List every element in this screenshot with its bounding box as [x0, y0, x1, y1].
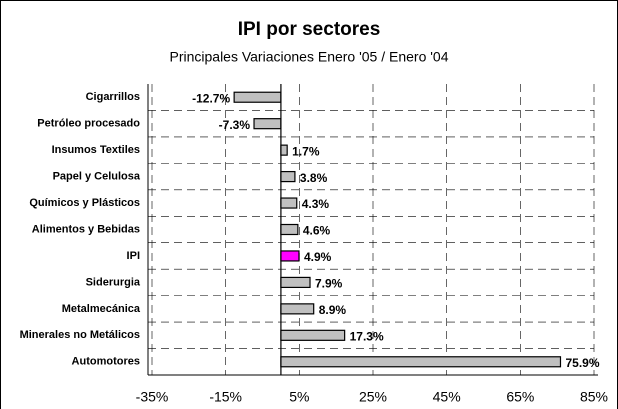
data-label: 75.9% [565, 356, 599, 370]
x-tick-label: 85% [580, 389, 608, 405]
y-tick-label: Alimentos y Bebidas [32, 223, 140, 235]
bar [280, 250, 300, 262]
bar [280, 329, 346, 341]
data-label: 1.7% [292, 144, 320, 158]
x-tick-label: 5% [289, 389, 309, 405]
bar [280, 223, 299, 236]
data-label: 17.3% [350, 329, 384, 343]
y-tick-label: Automotores [72, 356, 140, 368]
bar [280, 144, 288, 156]
data-label: 4.3% [302, 197, 330, 211]
y-tick-label: Químicos y Plásticos [29, 197, 140, 209]
y-tick-label: Minerales no Metálicos [20, 329, 140, 341]
y-tick-label: Siderurgia [86, 276, 141, 288]
bar [280, 197, 298, 209]
x-tick-label: 25% [359, 389, 387, 405]
data-label: 4.6% [303, 224, 331, 238]
y-tick-label: Metalmecánica [62, 303, 141, 315]
x-tick-label: -15% [209, 389, 242, 405]
data-label: 7.9% [315, 277, 343, 291]
x-tick-label: -35% [136, 389, 169, 405]
y-tick-label: Cigarrillos [86, 91, 140, 103]
y-tick-label: Insumos Textiles [52, 144, 140, 156]
bar [280, 170, 296, 183]
x-tick-label: 45% [433, 389, 461, 405]
bar [280, 303, 315, 315]
data-label: 4.9% [304, 250, 332, 264]
y-tick-label: Petróleo procesado [37, 118, 140, 130]
y-tick-label: IPI [127, 250, 140, 262]
data-label: 8.9% [319, 303, 347, 317]
x-tick-label: 65% [506, 389, 534, 405]
bar [253, 118, 282, 130]
y-tick-label: Papel y Celulosa [53, 170, 141, 182]
data-label: 3.8% [300, 171, 328, 185]
bar [233, 91, 282, 103]
data-label: -7.3% [219, 118, 251, 132]
chart-title: IPI por sectores [238, 19, 381, 40]
bar [280, 356, 562, 368]
bar [280, 276, 311, 289]
chart-subtitle: Principales Variaciones Enero '05 / Ener… [169, 49, 448, 65]
data-label: -12.7% [192, 91, 230, 105]
